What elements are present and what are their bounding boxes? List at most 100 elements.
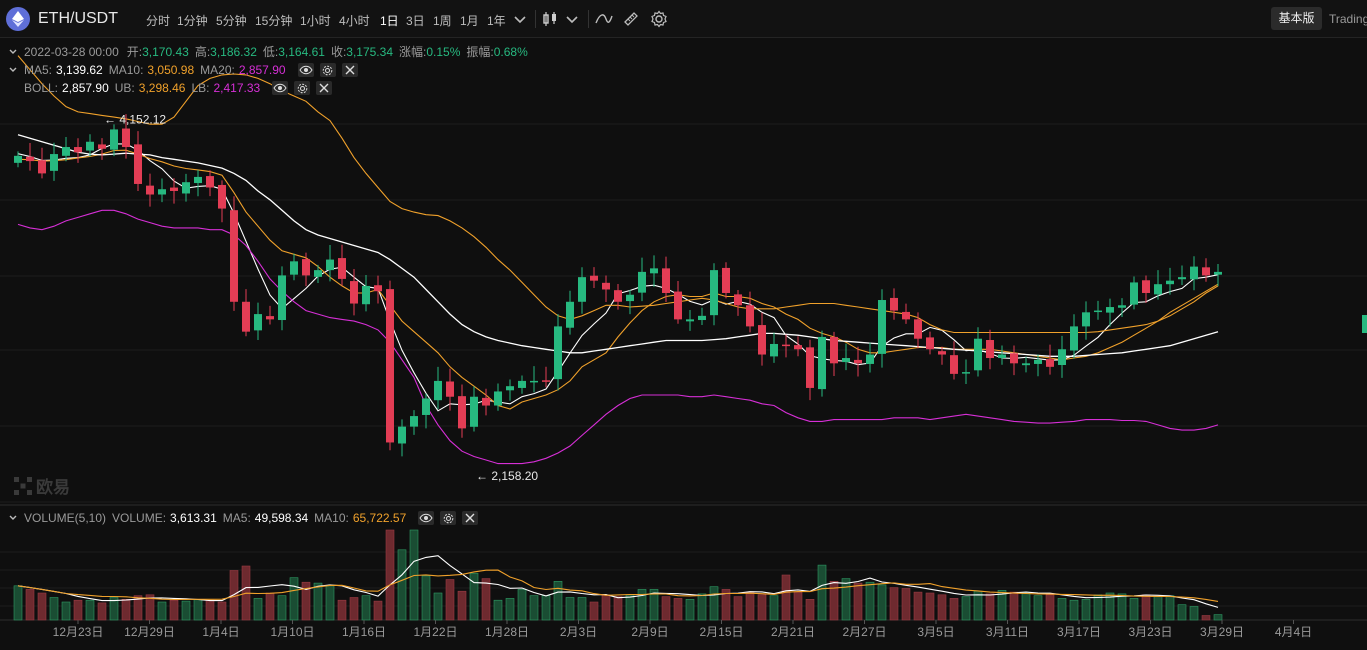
- candle-body: [914, 319, 922, 339]
- candle-body: [458, 396, 466, 429]
- candle-body: [158, 189, 166, 195]
- interval-5min[interactable]: 5分钟: [216, 14, 247, 28]
- volume-bar: [361, 595, 371, 621]
- volume-bar: [517, 589, 527, 621]
- candle-body: [770, 343, 778, 357]
- eye-icon[interactable]: [297, 63, 314, 77]
- candle-body: [374, 285, 382, 292]
- volume-ma10-value: 65,722.57: [352, 511, 407, 525]
- volume-bar: [325, 585, 335, 621]
- candle-body: [1022, 363, 1030, 366]
- volume-bar: [97, 602, 107, 621]
- amplitude-label: 振幅:: [466, 45, 494, 59]
- candle-body: [218, 184, 226, 209]
- candle-body: [626, 294, 634, 302]
- symbol-label[interactable]: ETH/USDT: [38, 10, 118, 27]
- candle-body: [794, 345, 802, 350]
- close-icon[interactable]: [316, 81, 333, 95]
- candle-body: [1154, 284, 1162, 295]
- volume-bar: [901, 588, 911, 621]
- interval-1m[interactable]: 1月: [460, 14, 479, 28]
- gear-icon[interactable]: [319, 63, 336, 77]
- candle-body: [482, 397, 490, 406]
- candle-body: [1178, 277, 1186, 280]
- boll-label: BOLL:: [24, 81, 59, 95]
- volume-bar: [745, 591, 755, 621]
- chevron-down-icon[interactable]: [8, 65, 18, 75]
- ruler-icon[interactable]: [622, 10, 640, 28]
- close-icon[interactable]: [462, 511, 479, 525]
- candle-body: [302, 259, 310, 276]
- candlestick-icon[interactable]: [541, 10, 559, 28]
- volume-bar: [301, 581, 311, 621]
- candle-body: [686, 319, 694, 322]
- candle-body: [722, 267, 730, 293]
- volume-bar: [109, 597, 119, 621]
- x-tick-label: 3月17日: [1057, 625, 1101, 639]
- price-chart[interactable]: ← 4,152.12 ← 2,158.20 12月23日 12月29日 1月4日 1月10…: [0, 38, 1367, 650]
- candle-body: [986, 339, 994, 359]
- ma5-value: 3,139.62: [56, 63, 103, 77]
- interval-timeshare[interactable]: 分时: [146, 14, 171, 28]
- candle-body: [146, 185, 154, 195]
- high-value: 3,186.32: [210, 45, 257, 59]
- volume-bar: [1189, 606, 1199, 621]
- volume-title: VOLUME(5,10): [24, 511, 107, 525]
- interval-1h[interactable]: 1小时: [300, 14, 331, 28]
- candle-body: [74, 147, 82, 153]
- x-tick-label: 3月11日: [986, 625, 1029, 639]
- eth-logo-icon: [6, 7, 30, 31]
- volume-bar: [1033, 595, 1043, 621]
- chevron-down-icon[interactable]: [8, 513, 18, 523]
- tradingview-tab[interactable]: Trading: [1329, 12, 1367, 26]
- candle-body: [758, 325, 766, 355]
- candle-body: [242, 301, 250, 332]
- basic-version-button[interactable]: 基本版: [1271, 7, 1322, 30]
- interval-1y[interactable]: 1年: [487, 14, 506, 28]
- volume-bar: [481, 578, 491, 621]
- interval-4h[interactable]: 4小时: [339, 14, 370, 28]
- eye-icon[interactable]: [418, 511, 435, 525]
- ma5-label: MA5:: [24, 63, 53, 77]
- volume-bar: [613, 596, 623, 621]
- volume-bar: [421, 575, 431, 621]
- chevron-down-icon[interactable]: [563, 10, 581, 28]
- volume-bar: [997, 589, 1007, 621]
- candle-body: [542, 380, 550, 382]
- volume-bar: [1153, 596, 1163, 621]
- gear-icon[interactable]: [440, 511, 457, 525]
- interval-1min[interactable]: 1分钟: [177, 14, 208, 28]
- volume-bar: [553, 580, 563, 621]
- x-tick-label: 1月4日: [202, 625, 239, 639]
- candle-body: [86, 141, 94, 151]
- gear-icon[interactable]: [294, 81, 311, 95]
- interval-3d[interactable]: 3日: [406, 14, 425, 28]
- interval-15min[interactable]: 15分钟: [255, 14, 293, 28]
- volume-bar: [961, 596, 971, 621]
- candle-body: [446, 381, 454, 397]
- candle-body: [566, 301, 574, 328]
- chevron-down-icon[interactable]: [511, 10, 529, 28]
- volume-bar: [313, 582, 323, 621]
- volume-bar: [85, 599, 95, 621]
- volume-bar: [769, 595, 779, 621]
- ma10-label: MA10:: [108, 63, 144, 77]
- volume-bar: [397, 549, 407, 621]
- gear-icon[interactable]: [650, 10, 668, 28]
- volume-row: VOLUME(5,10) VOLUME: 3,613.31 MA5: 49,59…: [8, 510, 479, 526]
- volume-bar: [181, 600, 191, 621]
- candle-body: [1202, 267, 1210, 276]
- eye-icon[interactable]: [272, 81, 289, 95]
- chevron-down-icon[interactable]: [8, 47, 18, 57]
- candle-body: [254, 314, 262, 331]
- volume-bar: [625, 594, 635, 621]
- volume-bar: [937, 594, 947, 621]
- candle-body: [362, 285, 370, 305]
- interval-1d[interactable]: 1日: [380, 14, 399, 28]
- line-tool-icon[interactable]: [595, 10, 613, 28]
- okx-logo-icon: [14, 476, 32, 495]
- candle-body: [854, 359, 862, 364]
- candle-body: [974, 338, 982, 371]
- interval-1w[interactable]: 1周: [433, 14, 452, 28]
- close-icon[interactable]: [341, 63, 358, 77]
